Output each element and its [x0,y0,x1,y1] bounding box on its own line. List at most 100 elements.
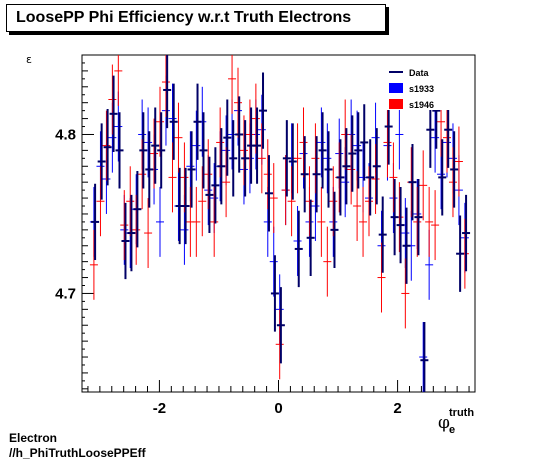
x-axis-label-sub: e [449,424,455,436]
data-point [288,123,297,200]
data-point [324,131,333,208]
data-point [103,109,112,186]
data-point [144,107,153,178]
data-point [425,186,434,257]
data-point [156,86,165,157]
title-box: LoosePP Phi Efficiency w.r.t Truth Elect… [6,4,386,32]
data-point [180,142,189,213]
data-point [115,112,124,189]
data-point [443,102,452,173]
data-point [401,198,410,269]
data-point [366,139,375,216]
data-point [239,115,248,186]
data-point [306,199,315,276]
data-point [462,194,471,272]
footer-line-1: Electron [9,431,58,445]
data-point [156,186,165,257]
data-point [269,226,278,297]
data-point [245,99,254,170]
data-point [205,156,214,234]
data-point [217,128,226,205]
data-point [275,309,284,380]
y-tick-label: 4.7 [55,285,76,302]
data-point [192,186,201,257]
data-point [127,194,136,272]
data-point [251,83,260,154]
chart-title: LoosePP Phi Efficiency w.r.t Truth Elect… [16,9,352,26]
data-point [210,186,219,257]
data-point [293,123,302,194]
data-point [181,167,190,245]
data-point [318,112,327,189]
data-point [294,210,303,288]
x-tick-label: 0 [274,400,282,417]
data-point [311,123,320,194]
data-point [169,83,178,160]
data-point [229,120,238,197]
data-point [222,147,231,218]
data-point [241,120,250,197]
data-point [323,226,332,297]
data-point [299,107,308,178]
data-point [371,144,380,214]
data-point [174,102,183,173]
data-point [108,64,117,135]
data-point [211,147,220,224]
data-point [390,178,399,256]
data-point [317,186,326,257]
data-point [341,99,350,170]
data-point [389,142,398,213]
data-point [383,107,392,178]
y-axis-label: ε [26,53,32,66]
data-point [198,166,207,237]
data-point [305,166,314,237]
data-point [329,166,338,237]
data-point [395,99,404,170]
data-point [235,96,244,173]
data-point [150,118,159,189]
data-point [253,107,262,184]
data-point [228,55,237,114]
data-point [450,131,459,208]
data-point [408,144,417,221]
data-point [287,166,296,237]
data-point [264,155,273,232]
data-point [257,123,266,194]
y-tick-label: 4.8 [55,126,76,143]
data-point [359,186,368,257]
data-point [347,134,356,205]
data-point [151,107,160,184]
data-point [126,166,135,237]
data-point [396,186,405,264]
data-point [145,131,154,208]
data-point [161,55,170,117]
data-point [293,206,302,276]
legend-label: s1933 [409,84,434,94]
data-point [360,104,369,181]
data-point [336,139,345,216]
data-point [89,229,98,300]
data-point [133,171,142,248]
data-point [300,136,309,213]
data-point [97,123,106,200]
data-point [431,190,440,261]
data-point [282,120,291,197]
data-point [317,107,326,178]
data-point [132,194,141,265]
data-point [199,112,208,189]
x-tick-label: 2 [393,400,401,417]
data-point [204,139,213,210]
data-point [448,147,457,218]
legend-swatch-s1933 [389,83,403,93]
data-point [163,55,172,129]
data-point [121,202,130,280]
x-tick-label: -2 [153,400,166,417]
data-point [193,83,202,160]
data-point [377,242,386,313]
data-point [144,198,153,269]
data-point [353,171,362,241]
data-point [281,155,290,226]
data-point [120,190,129,261]
data-point [168,83,177,154]
